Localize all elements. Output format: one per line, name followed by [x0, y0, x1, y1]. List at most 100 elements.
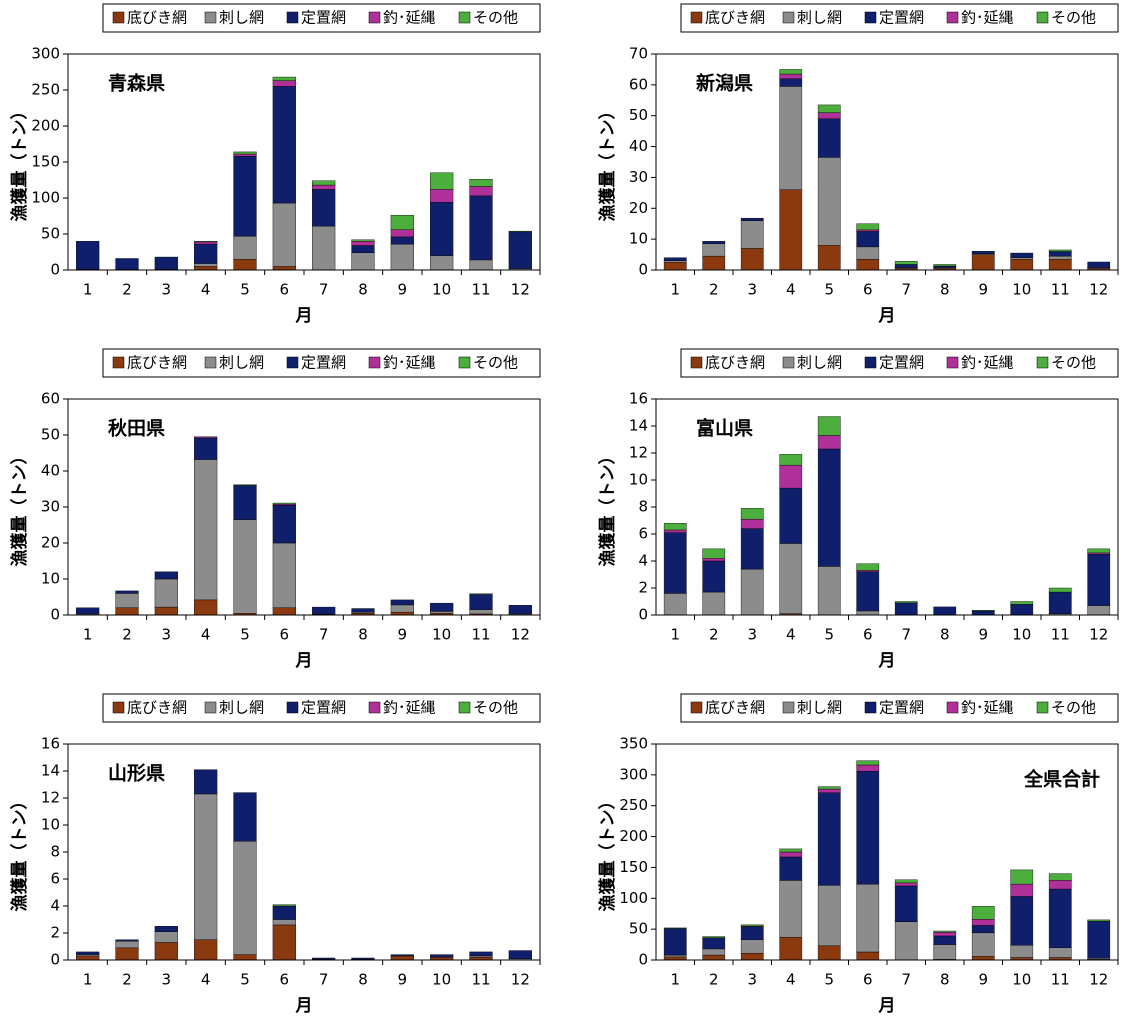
bar-segment — [740, 924, 764, 927]
bar-segment — [779, 848, 803, 853]
y-tick-label: 50 — [629, 920, 648, 938]
bar-segment — [702, 255, 726, 271]
bar-segment — [1087, 261, 1111, 268]
bar-segment — [1087, 552, 1111, 555]
legend-swatch — [864, 11, 877, 24]
x-tick-label: 1 — [670, 626, 680, 644]
plot-frame — [67, 398, 541, 616]
bar-segment — [233, 153, 257, 157]
bar-segment — [971, 919, 995, 926]
bar-segment — [817, 788, 841, 793]
bar-segment — [76, 240, 100, 270]
bar-segment — [312, 606, 336, 615]
bar-segment — [1048, 947, 1072, 958]
legend-swatch — [946, 356, 959, 369]
bar-segment — [779, 936, 803, 961]
legend-label: 刺し網 — [219, 9, 264, 27]
legend-label: 刺し網 — [797, 699, 842, 717]
bar-segment — [312, 957, 336, 960]
bar-segment — [740, 508, 764, 520]
bar-segment — [779, 69, 803, 75]
bar-segment — [933, 930, 957, 933]
legend-label: 底びき網 — [127, 9, 187, 27]
bar-segment — [971, 610, 995, 612]
bar-segment — [272, 924, 296, 961]
legend-label: その他 — [473, 699, 518, 717]
x-tick-label: 1 — [83, 626, 93, 644]
y-tick-label: 8 — [638, 498, 648, 516]
chart-annotation: 新潟県 — [696, 72, 753, 95]
bar-segment — [817, 245, 841, 271]
bar-segment — [1048, 591, 1072, 614]
bar-segment — [894, 601, 918, 604]
y-tick-label: 12 — [41, 789, 60, 807]
x-axis-label: 月 — [295, 996, 313, 1016]
legend-swatch — [864, 701, 877, 714]
bar-segment — [1048, 873, 1072, 881]
bar-segment — [971, 254, 995, 271]
bar-segment — [312, 180, 336, 186]
bar-segment — [1087, 920, 1111, 959]
bar-segment — [194, 263, 218, 267]
plot-frame — [67, 743, 541, 961]
x-tick-label: 2 — [709, 626, 719, 644]
bar-segment — [154, 256, 178, 270]
bar-segment — [194, 459, 218, 601]
chart-annotation: 青森県 — [108, 72, 165, 95]
y-tick-label: 0 — [638, 261, 648, 279]
legend-swatch — [782, 356, 795, 369]
bar-segment — [76, 607, 100, 615]
x-tick-label: 2 — [709, 281, 719, 299]
bar-segment — [194, 793, 218, 940]
y-tick-label: 150 — [31, 153, 60, 171]
x-tick-label: 10 — [1012, 626, 1031, 644]
bar-segment — [894, 885, 918, 922]
bar-segment — [233, 485, 257, 520]
y-tick-label: 200 — [31, 117, 60, 135]
x-tick-label: 12 — [1089, 626, 1108, 644]
bar-segment — [779, 487, 803, 544]
bar-segment — [194, 266, 218, 271]
legend: 底びき網 刺し網 定置網 釣･延縄 その他 — [102, 348, 541, 378]
x-tick-label: 10 — [432, 971, 451, 989]
bar-segment — [430, 954, 454, 958]
bar-segment — [312, 184, 336, 190]
bar-segment — [1048, 255, 1072, 260]
bar-segment — [351, 957, 375, 960]
y-tick-label: 10 — [629, 230, 648, 248]
bar-segment — [508, 605, 532, 615]
bar-segment — [740, 528, 764, 570]
bar-segment — [856, 764, 880, 772]
bar-segment — [351, 245, 375, 253]
y-tick-label: 40 — [41, 462, 60, 480]
x-tick-label: 6 — [280, 626, 290, 644]
y-axis-label: 漁獲量（トン） — [597, 448, 618, 567]
plot-frame — [67, 53, 541, 271]
x-tick-label: 5 — [240, 281, 250, 299]
x-tick-label: 10 — [432, 281, 451, 299]
bar-segment — [469, 955, 493, 958]
legend-label: 釣･延縄 — [961, 354, 1014, 372]
legend-label: 釣･延縄 — [383, 354, 436, 372]
bar-segment — [154, 606, 178, 616]
bar-segment — [1010, 896, 1034, 946]
bar-segment — [508, 950, 532, 959]
x-tick-label: 3 — [162, 971, 172, 989]
bar-segment — [469, 951, 493, 957]
x-axis-label: 月 — [878, 996, 896, 1016]
y-tick-label: 4 — [638, 552, 648, 570]
x-tick-label: 8 — [940, 281, 950, 299]
legend-label: 底びき網 — [127, 699, 187, 717]
legend-swatch — [864, 356, 877, 369]
bar-segment — [933, 264, 957, 267]
x-tick-label: 1 — [83, 281, 93, 299]
bar-segment — [469, 594, 493, 610]
bar-segment — [351, 239, 375, 242]
legend-label: その他 — [1051, 9, 1096, 27]
bar-segment — [817, 792, 841, 886]
bar-segment — [817, 448, 841, 567]
x-tick-label: 3 — [747, 626, 757, 644]
bar-segment — [390, 229, 414, 238]
